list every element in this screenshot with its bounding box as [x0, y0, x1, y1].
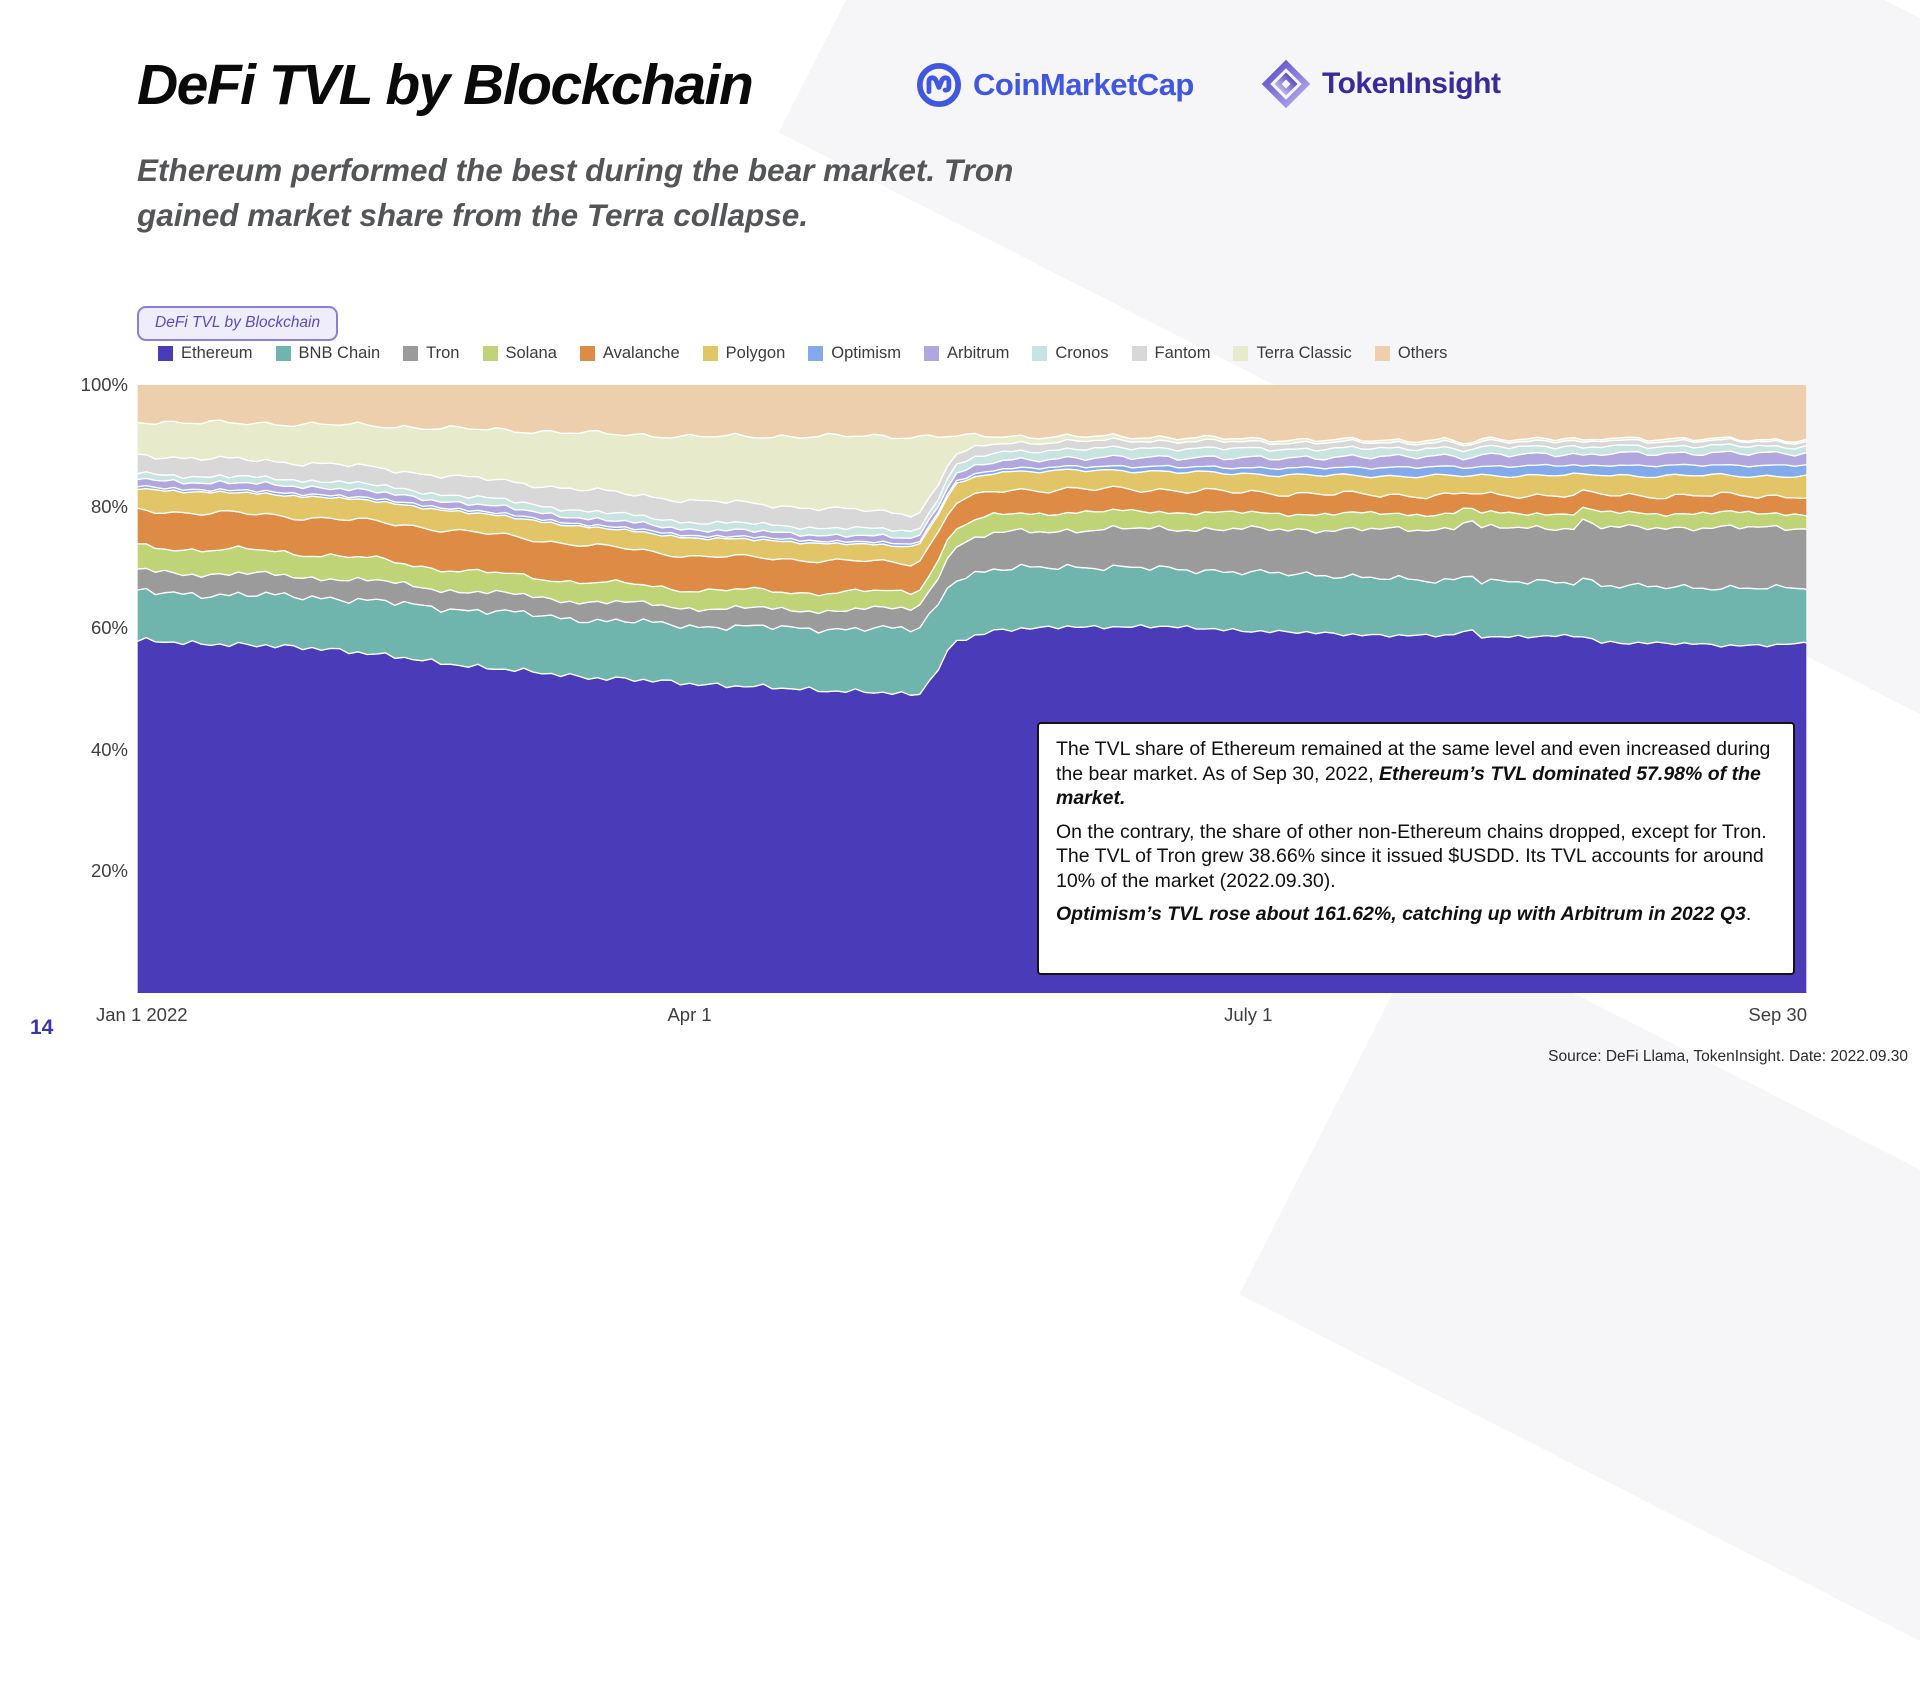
x-tick-label: July 1	[1224, 1004, 1273, 1025]
annotation-paragraph: The TVL share of Ethereum remained at th…	[1056, 738, 1771, 810]
legend-label: Solana	[505, 344, 557, 362]
legend-label: Fantom	[1154, 344, 1211, 362]
legend-label: BNB Chain	[298, 344, 381, 362]
legend-item: Solana	[482, 344, 557, 363]
coinmarketcap-wordmark: CoinMarketCap	[973, 67, 1194, 102]
legend-label: Ethereum	[181, 344, 253, 362]
legend-swatch-icon	[403, 346, 419, 361]
legend-label: Tron	[426, 344, 460, 362]
legend-item: BNB Chain	[275, 344, 381, 363]
legend-swatch-icon	[1233, 346, 1249, 361]
coinmarketcap-logo: CoinMarketCap	[916, 62, 1194, 108]
tokeninsight-wordmark: TokenInsight	[1322, 67, 1501, 100]
legend-swatch-icon	[923, 346, 939, 361]
y-tick-label: 100%	[80, 374, 128, 395]
legend-item: Ethereum	[158, 344, 253, 363]
chart-tag-badge: DeFi TVL by Blockchain	[137, 306, 339, 341]
subtitle-line-2: gained market share from the Terra colla…	[137, 197, 809, 234]
page-subtitle: Ethereum performed the best during the b…	[137, 148, 1013, 238]
legend-swatch-icon	[275, 346, 291, 361]
legend-item: Terra Classic	[1233, 344, 1352, 363]
legend-label: Terra Classic	[1256, 344, 1352, 362]
annotation-paragraph: On the contrary, the share of other non-…	[1056, 820, 1767, 892]
legend-swatch-icon	[579, 346, 595, 361]
legend-label: Avalanche	[602, 344, 680, 362]
y-tick-label: 80%	[90, 495, 128, 517]
tvl-area-svg	[137, 385, 1807, 993]
legend-swatch-icon	[808, 346, 824, 361]
legend-item: Cronos	[1032, 344, 1109, 363]
x-tick-label: Jan 1 2022	[96, 1004, 188, 1025]
page-number: 14	[30, 1016, 54, 1039]
legend-swatch-icon	[1032, 346, 1048, 361]
x-tick-label: Sep 30	[1748, 1004, 1807, 1025]
legend-item: Fantom	[1131, 344, 1211, 363]
legend-item: Tron	[403, 344, 460, 363]
tokeninsight-logo: TokenInsight	[1262, 60, 1501, 108]
y-tick-label: 60%	[90, 617, 128, 639]
tokeninsight-icon	[1262, 60, 1310, 108]
legend-label: Optimism	[831, 344, 901, 362]
subtitle-line-1: Ethereum performed the best during the b…	[137, 152, 1014, 188]
legend-swatch-icon	[482, 346, 498, 361]
coinmarketcap-icon	[916, 62, 962, 108]
slide: DeFi TVL by Blockchain Ethereum performe…	[30, 0, 1908, 1080]
legend-item: Optimism	[808, 344, 901, 363]
legend-swatch-icon	[158, 346, 173, 361]
legend-label: Cronos	[1055, 344, 1109, 362]
annotation-box: The TVL share of Ethereum remained at th…	[1037, 722, 1795, 975]
legend-label: Arbitrum	[946, 344, 1010, 362]
annotation-paragraph: Optimism’s TVL rose about 161.62%, catch…	[1056, 903, 1752, 926]
stacked-area-chart	[137, 385, 1807, 993]
y-tick-label: 20%	[90, 860, 128, 882]
y-tick-label: 40%	[90, 738, 128, 760]
legend-swatch-icon	[702, 346, 718, 361]
legend-swatch-icon	[1131, 346, 1147, 361]
legend-item: Polygon	[702, 344, 786, 363]
page-title: DeFi TVL by Blockchain	[137, 53, 754, 117]
legend-item: Others	[1374, 344, 1448, 363]
y-axis: 100% 80% 60% 40% 20%	[56, 0, 128, 1080]
source-note: Source: DeFi Llama, TokenInsight. Date: …	[1548, 1048, 1908, 1065]
legend-label: Others	[1397, 344, 1448, 362]
area-band-others	[137, 385, 1807, 445]
chart-legend: Ethereum BNB Chain Tron Solana Avalanche…	[158, 344, 1447, 363]
legend-swatch-icon	[1374, 346, 1390, 361]
legend-item: Avalanche	[579, 344, 680, 363]
x-tick-label: Apr 1	[667, 1004, 712, 1025]
legend-item: Arbitrum	[923, 344, 1010, 363]
legend-label: Polygon	[725, 344, 786, 362]
